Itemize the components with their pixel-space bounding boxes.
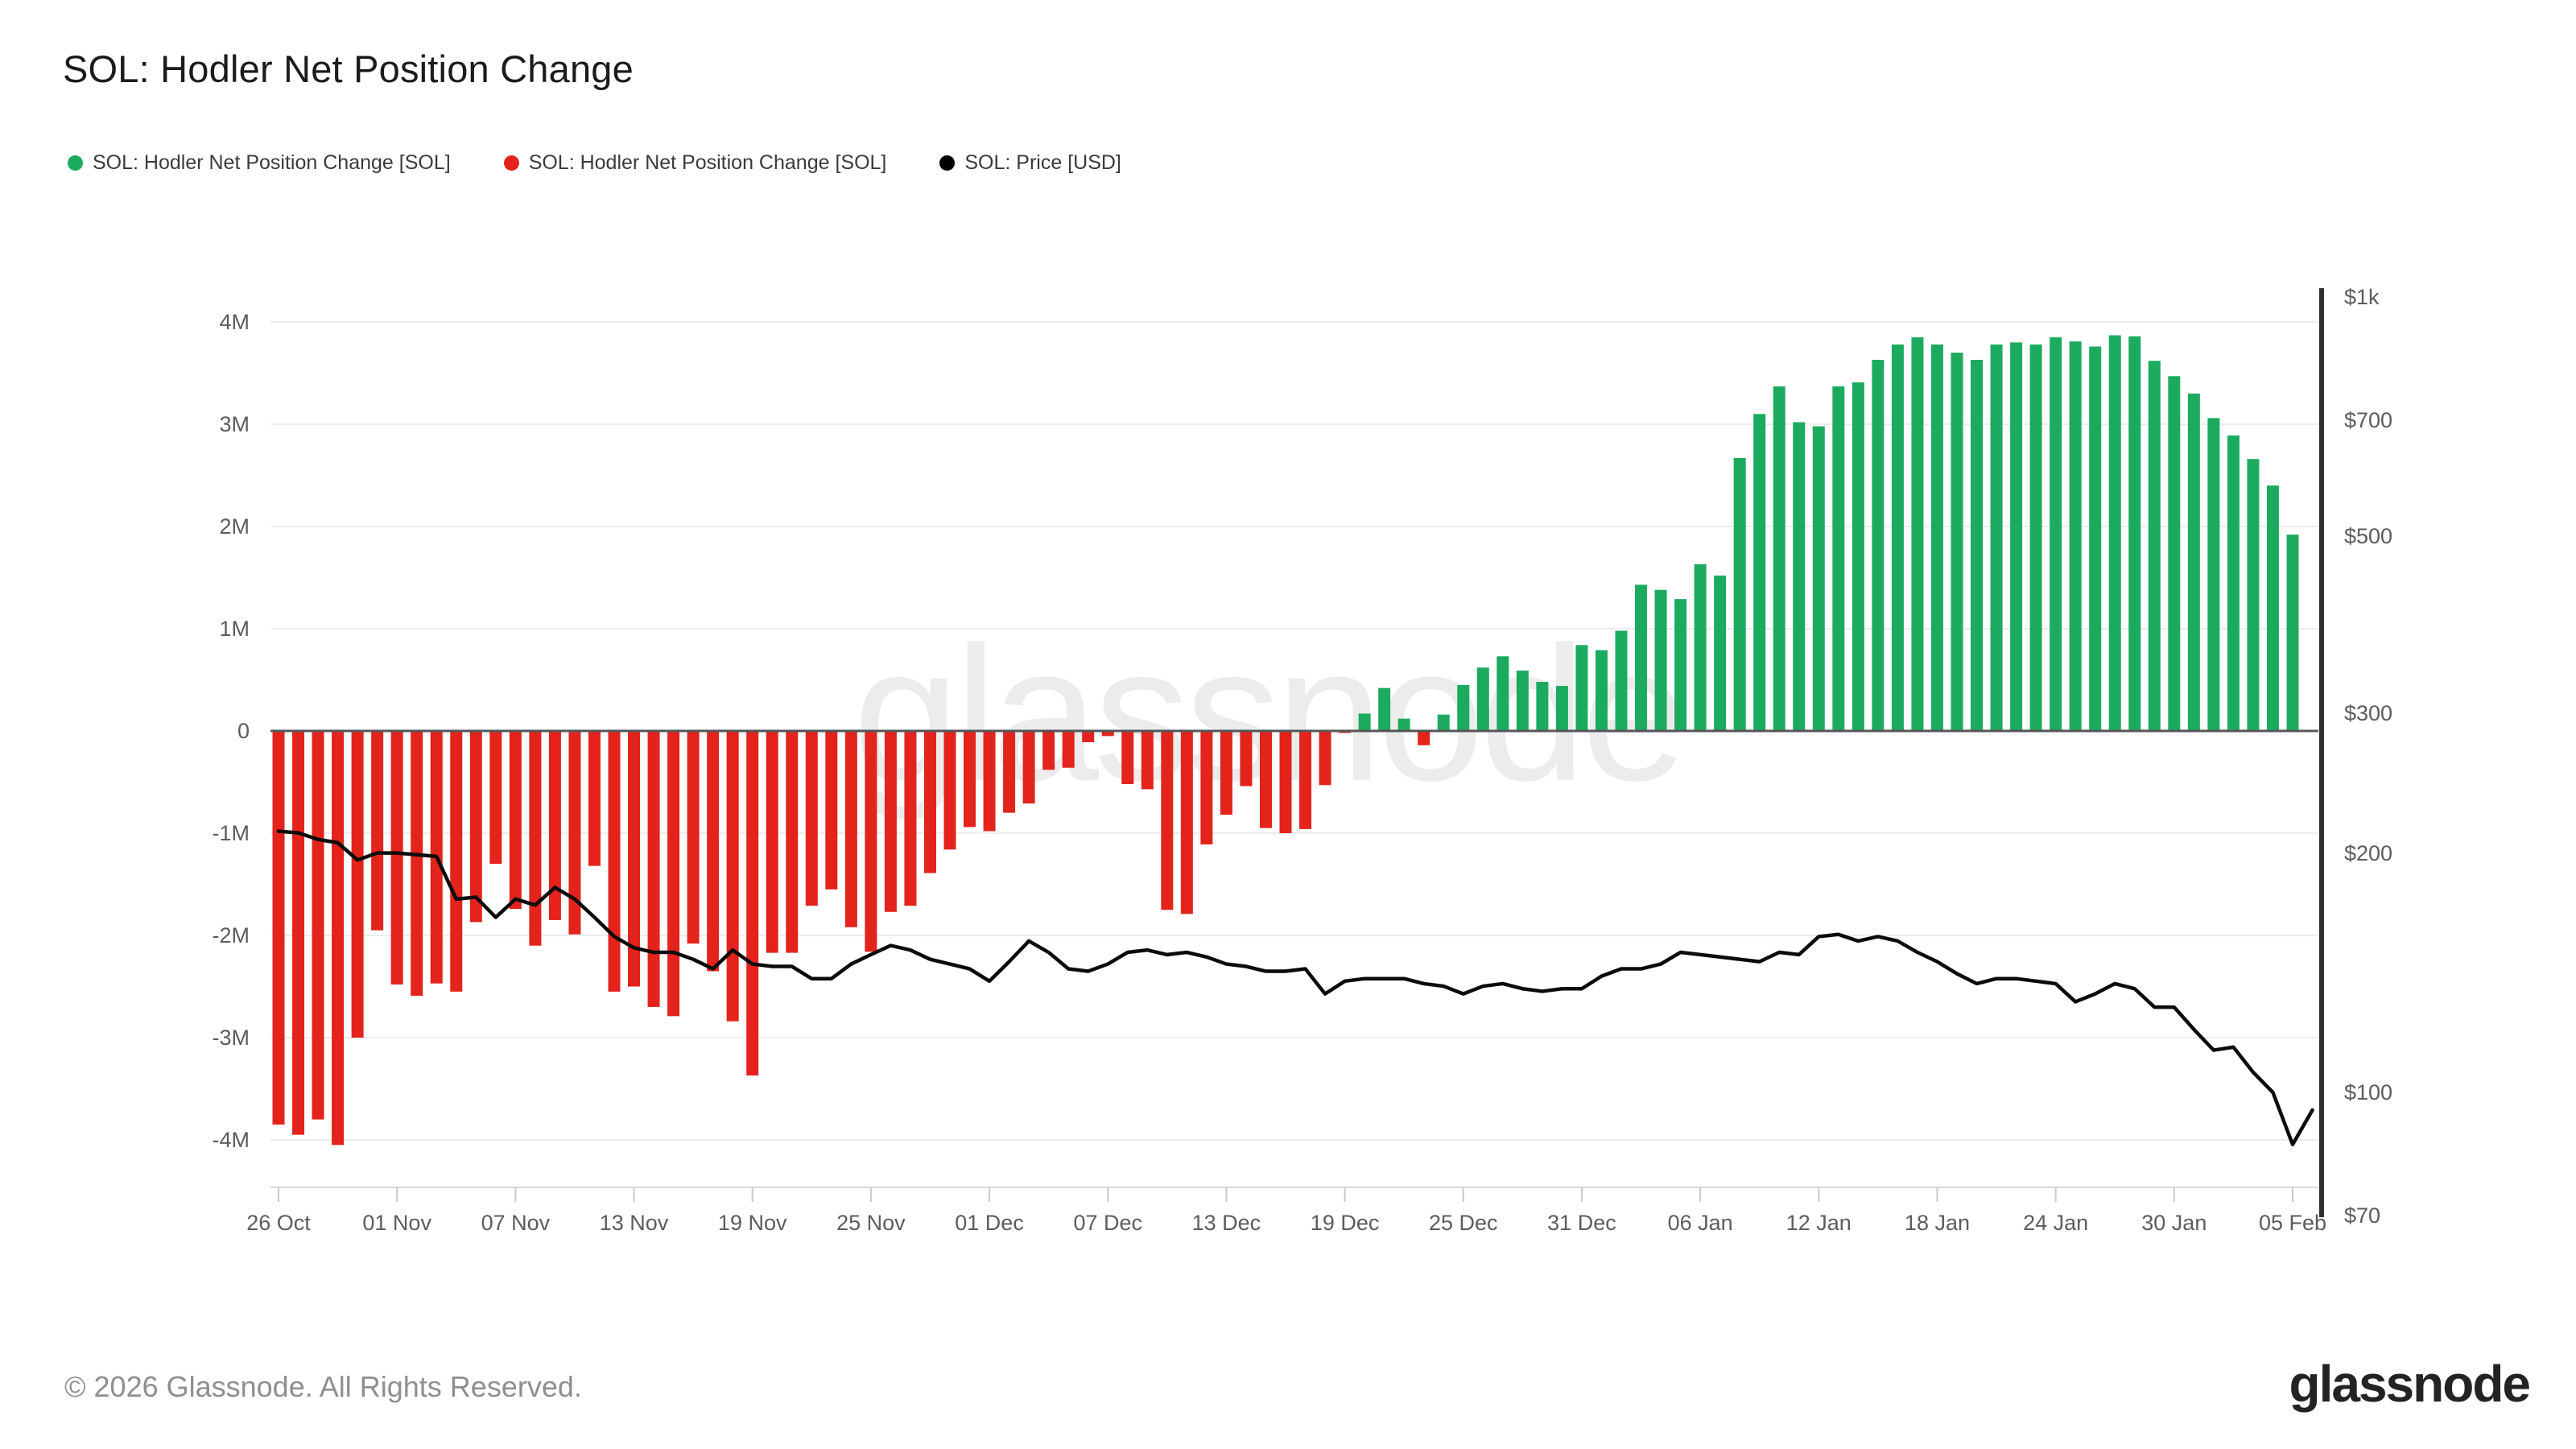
x-axis-label: 13 Nov (599, 1211, 669, 1235)
x-axis-label: 19 Nov (717, 1211, 787, 1235)
price-axis-label: $70 (2344, 1203, 2381, 1228)
x-axis-label: 06 Jan (1667, 1211, 1733, 1235)
legend-item-label: SOL: Hodler Net Position Change [SOL] (93, 151, 451, 174)
x-axis-label: 19 Dec (1310, 1211, 1380, 1235)
legend-item-label: SOL: Price [USD] (964, 151, 1121, 174)
green-series-dot-icon (68, 155, 83, 171)
copyright-text: © 2026 Glassnode. All Rights Reserved. (64, 1370, 582, 1403)
black-series-dot-icon (939, 155, 956, 171)
y-axis-label: 3M (219, 412, 250, 436)
x-axis-label: 01 Dec (955, 1211, 1024, 1235)
x-axis-label: 25 Nov (836, 1211, 906, 1235)
y-axis-label: -2M (212, 923, 250, 947)
x-axis-label: 18 Jan (1904, 1211, 1970, 1235)
price-axis-label: $300 (2344, 700, 2393, 725)
legend-item-price[interactable]: SOL: Price [USD] (939, 151, 1121, 175)
y-axis-label: -4M (212, 1128, 250, 1152)
x-axis-label: 07 Nov (481, 1211, 551, 1235)
x-axis-label: 24 Jan (2023, 1211, 2089, 1235)
legend: SOL: Hodler Net Position Change [SOL] SO… (68, 151, 1121, 175)
price-axis-label: $700 (2344, 408, 2393, 433)
price-axis-label: $200 (2344, 840, 2393, 865)
price-axis-label: $500 (2344, 524, 2393, 549)
y-axis-label: 0 (237, 719, 250, 743)
price-axis-label: $1k (2344, 285, 2380, 309)
x-axis-label: 30 Jan (2141, 1211, 2207, 1235)
x-axis-label: 05 Feb (2258, 1211, 2327, 1235)
x-axis-label: 25 Dec (1428, 1211, 1498, 1235)
x-axis-label: 12 Jan (1785, 1211, 1852, 1235)
legend-item-hodler-net-negative[interactable]: SOL: Hodler Net Position Change [SOL] (503, 151, 887, 175)
x-axis-label: 26 Oct (246, 1211, 311, 1235)
x-axis-label: 07 Dec (1073, 1211, 1143, 1235)
red-series-dot-icon (503, 155, 519, 171)
x-axis-label: 01 Nov (362, 1211, 431, 1235)
y-axis-label: -1M (212, 821, 250, 845)
legend-item-hodler-net-positive[interactable]: SOL: Hodler Net Position Change [SOL] (68, 151, 451, 175)
x-axis-label: 31 Dec (1547, 1211, 1616, 1235)
y-axis-label: 4M (219, 310, 250, 334)
page-title: SOL: Hodler Net Position Change (63, 47, 634, 90)
y-axis-label: -3M (212, 1026, 250, 1050)
glassnode-logo: glassnode (2289, 1355, 2531, 1413)
price-axis-label: $100 (2344, 1080, 2393, 1104)
y-axis-label: 2M (219, 514, 250, 539)
x-axis-label: 13 Dec (1191, 1211, 1261, 1235)
y-axis-label: 1M (219, 617, 250, 641)
legend-item-label: SOL: Hodler Net Position Change [SOL] (528, 151, 887, 174)
